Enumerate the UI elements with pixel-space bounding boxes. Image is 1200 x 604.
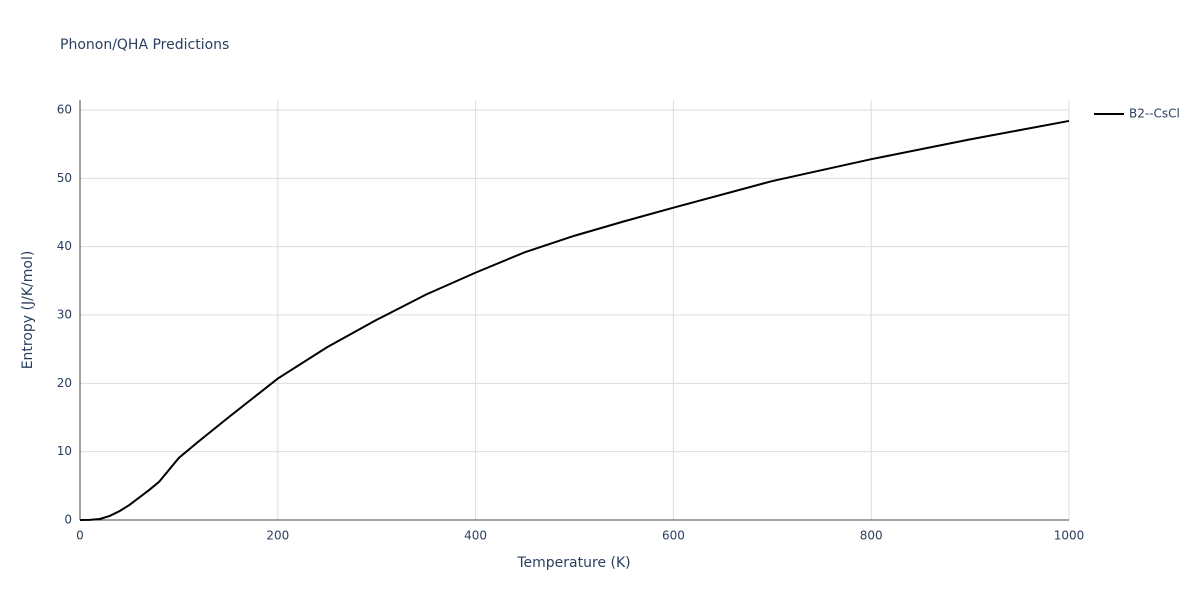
- y-tick-label: 10: [57, 444, 72, 458]
- chart-title: Phonon/QHA Predictions: [60, 37, 229, 53]
- y-tick-label: 20: [57, 376, 72, 390]
- line-series: [79, 119, 1070, 521]
- x-tick-label: 200: [266, 529, 289, 543]
- x-tick-label: 400: [464, 529, 487, 543]
- x-axis-label: Temperature (K): [516, 555, 630, 571]
- y-axis-label: Entropy (J/K/mol): [20, 251, 36, 370]
- x-tick-label: 800: [860, 529, 883, 543]
- x-tick-label: 1000: [1054, 529, 1085, 543]
- y-tick-label: 30: [57, 308, 72, 322]
- y-tick-label: 0: [64, 513, 72, 527]
- y-tick-label: 40: [57, 239, 72, 253]
- y-tick-label: 50: [57, 171, 72, 185]
- y-tick-label: 60: [57, 103, 72, 117]
- x-tick-label: 600: [662, 529, 685, 543]
- legend-label: B2--CsCl: [1129, 107, 1180, 121]
- x-tick-label: 0: [76, 529, 84, 543]
